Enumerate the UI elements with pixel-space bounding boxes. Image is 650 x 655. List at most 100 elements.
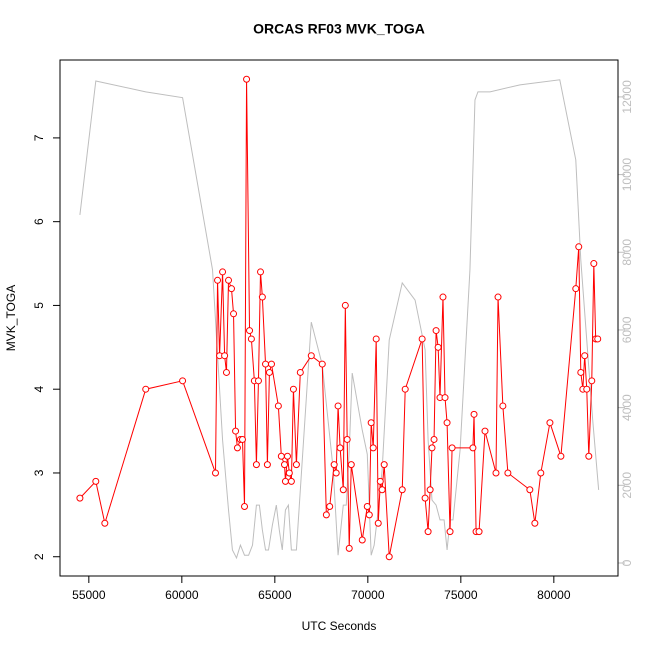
data-point xyxy=(332,469,340,477)
data-point xyxy=(401,385,409,393)
y-tick-label: 4 xyxy=(32,386,46,393)
data-point xyxy=(426,486,434,494)
y2-tick-label: 8000 xyxy=(620,239,634,266)
data-point xyxy=(590,260,598,268)
data-point xyxy=(179,377,187,385)
data-point xyxy=(232,427,240,435)
data-point xyxy=(398,486,406,494)
data-point xyxy=(281,477,289,485)
data-point xyxy=(546,419,554,427)
data-point xyxy=(441,394,449,402)
plot-frame xyxy=(59,59,619,577)
data-point xyxy=(531,519,539,527)
data-point xyxy=(307,352,315,360)
data-point xyxy=(372,335,380,343)
data-point xyxy=(434,343,442,351)
data-point xyxy=(575,243,583,251)
data-point xyxy=(76,494,84,502)
data-point xyxy=(292,461,300,469)
series-line xyxy=(79,79,598,557)
data-point xyxy=(504,469,512,477)
data-point xyxy=(345,544,353,552)
data-point xyxy=(243,75,251,83)
data-point xyxy=(380,461,388,469)
data-point xyxy=(246,327,254,335)
y-tick-label: 7 xyxy=(32,134,46,141)
data-point xyxy=(252,461,260,469)
y2-tick-label: 10000 xyxy=(620,158,634,192)
data-point xyxy=(265,368,273,376)
data-point xyxy=(583,385,591,393)
y-tick-label: 2 xyxy=(32,553,46,560)
data-point xyxy=(334,402,342,410)
y2-tick-label: 0 xyxy=(620,559,634,566)
data-point xyxy=(470,410,478,418)
x-tick-label: 55000 xyxy=(72,588,106,602)
x-tick-label: 70000 xyxy=(351,588,385,602)
data-point xyxy=(285,469,293,477)
data-point xyxy=(254,377,262,385)
data-point xyxy=(475,528,483,536)
data-point xyxy=(258,293,266,301)
data-point xyxy=(499,402,507,410)
data-point xyxy=(225,276,233,284)
data-point xyxy=(365,511,373,519)
data-point xyxy=(142,385,150,393)
data-point xyxy=(247,335,255,343)
x-tick-label: 60000 xyxy=(165,588,199,602)
data-point xyxy=(287,477,295,485)
data-point xyxy=(363,502,371,510)
data-point xyxy=(283,452,291,460)
data-point xyxy=(326,502,334,510)
data-point xyxy=(537,469,545,477)
y2-tick-label: 6000 xyxy=(620,316,634,343)
x-tick-label: 65000 xyxy=(258,588,292,602)
data-point xyxy=(92,477,100,485)
data-point xyxy=(330,461,338,469)
data-point xyxy=(443,419,451,427)
data-point xyxy=(238,435,246,443)
y2-tick-label: 2000 xyxy=(620,472,634,499)
data-point xyxy=(339,486,347,494)
data-point xyxy=(424,528,432,536)
data-point xyxy=(277,452,285,460)
data-point xyxy=(481,427,489,435)
data-point xyxy=(343,435,351,443)
data-point xyxy=(222,368,230,376)
data-point xyxy=(230,310,238,318)
data-point xyxy=(585,452,593,460)
x-tick-label: 80000 xyxy=(537,588,571,602)
x-tick-label: 75000 xyxy=(444,588,478,602)
data-point xyxy=(376,477,384,485)
data-point xyxy=(374,519,382,527)
data-point xyxy=(526,486,534,494)
data-point xyxy=(448,444,456,452)
data-point xyxy=(233,444,241,452)
data-point xyxy=(494,293,502,301)
data-point xyxy=(577,368,585,376)
data-point xyxy=(421,494,429,502)
data-point xyxy=(336,444,344,452)
data-point xyxy=(289,385,297,393)
data-point xyxy=(439,293,447,301)
data-point xyxy=(369,444,377,452)
data-point xyxy=(274,402,282,410)
data-point xyxy=(428,444,436,452)
data-point xyxy=(296,368,304,376)
x-axis-label: UTC Seconds xyxy=(302,619,377,633)
data-point xyxy=(588,377,596,385)
data-point xyxy=(594,335,602,343)
y-tick-label: 3 xyxy=(32,469,46,476)
data-point xyxy=(101,519,109,527)
data-point xyxy=(227,285,235,293)
chart-title: ORCAS RF03 MVK_TOGA xyxy=(253,21,425,37)
data-point xyxy=(281,461,289,469)
data-point xyxy=(418,335,426,343)
data-point xyxy=(267,360,275,368)
y2-tick-label: 12000 xyxy=(620,80,634,114)
data-point xyxy=(492,469,500,477)
data-point xyxy=(257,268,265,276)
data-point xyxy=(341,301,349,309)
